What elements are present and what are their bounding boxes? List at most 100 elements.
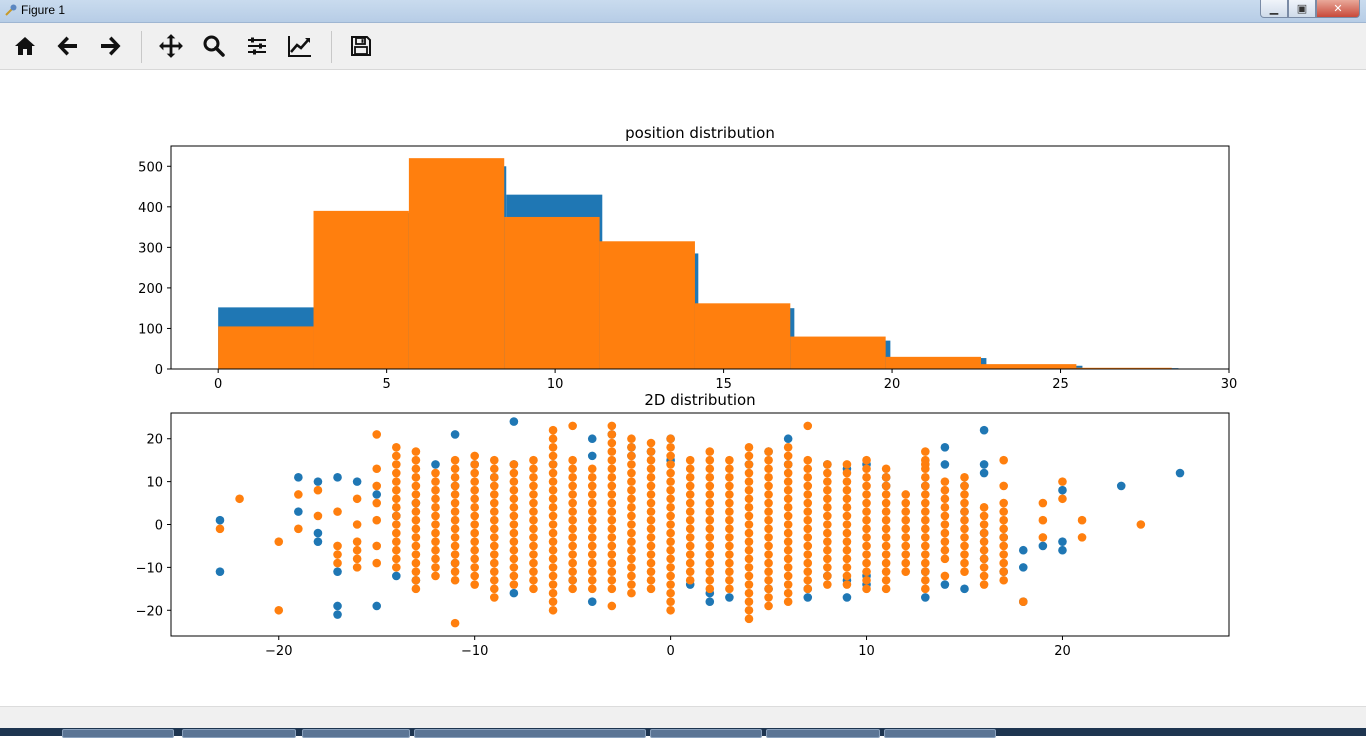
scatter-point xyxy=(862,473,871,482)
close-button[interactable]: ✕ xyxy=(1316,0,1360,18)
scatter-point xyxy=(744,485,754,495)
home-button[interactable] xyxy=(10,31,40,61)
scatter-point xyxy=(881,575,891,585)
scatter-point xyxy=(489,533,499,542)
scatter-point xyxy=(1018,597,1028,606)
scatter-point xyxy=(803,558,813,568)
scatter-point xyxy=(529,575,538,585)
scatter-point xyxy=(744,468,754,478)
scatter-point xyxy=(725,498,734,508)
scatter-point xyxy=(627,511,636,521)
scatter-point xyxy=(587,584,597,594)
scatter-point xyxy=(823,460,832,469)
scatter-point xyxy=(862,533,871,542)
configure-subplots-button[interactable] xyxy=(242,31,272,61)
maximize-button[interactable]: ▣ xyxy=(1288,0,1316,18)
scatter-point xyxy=(979,537,989,546)
scatter-point xyxy=(999,515,1008,525)
scatter-point xyxy=(823,563,832,572)
scatter-point xyxy=(705,447,715,456)
figure-canvas[interactable]: 0 5 10 15 20 25 30 0 100 200 300 400 500 position dis… xyxy=(0,70,1366,706)
scatter-point xyxy=(764,490,773,499)
scatter-point xyxy=(568,584,577,594)
scatter-point xyxy=(529,515,538,525)
forward-button[interactable] xyxy=(95,31,125,61)
scatter-point xyxy=(568,455,577,465)
scatter-point xyxy=(607,550,617,559)
window-title: Figure 1 xyxy=(21,3,66,17)
scatter-point xyxy=(529,533,538,542)
scatter-point xyxy=(842,571,852,581)
scatter-point xyxy=(587,558,597,568)
back-button[interactable] xyxy=(53,31,83,61)
scatter-point xyxy=(607,558,617,568)
scatter-point xyxy=(607,541,617,551)
x-tick-label: −10 xyxy=(461,644,488,659)
toolbar-separator xyxy=(141,31,142,63)
scatter-point xyxy=(803,524,813,534)
scatter-point xyxy=(823,477,832,486)
scatter-point xyxy=(392,537,401,546)
scatter-point xyxy=(999,567,1008,576)
scatter-point xyxy=(842,554,852,564)
scatter-point xyxy=(509,460,519,469)
scatter-point xyxy=(470,511,479,521)
taskbar-item[interactable] xyxy=(182,729,296,738)
scatter-point xyxy=(431,468,440,478)
scatter-point xyxy=(685,455,695,465)
taskbar-item[interactable] xyxy=(414,729,646,738)
scatter-point xyxy=(940,511,950,521)
scatter-point xyxy=(862,515,871,525)
y-tick-label: −20 xyxy=(136,604,163,619)
scatter-point xyxy=(1058,545,1067,555)
scatter-point xyxy=(450,567,460,576)
scatter-point xyxy=(783,554,793,564)
scatter-point xyxy=(744,605,754,615)
scatter-point xyxy=(529,498,538,508)
scatter-point xyxy=(509,537,519,546)
histogram-bar xyxy=(981,364,1077,369)
taskbar-item[interactable] xyxy=(766,729,880,738)
scatter-point xyxy=(627,588,636,598)
scatter-point xyxy=(627,545,636,555)
scatter-point xyxy=(470,485,479,495)
edit-axis-button[interactable] xyxy=(285,31,315,61)
scatter-point xyxy=(548,494,558,504)
scatter-point xyxy=(960,541,969,551)
x-tick-label: 15 xyxy=(715,377,732,392)
taskbar-item[interactable] xyxy=(650,729,762,738)
y-tick-label: −10 xyxy=(136,561,163,576)
taskbar-item[interactable] xyxy=(302,729,410,738)
scatter-point xyxy=(862,584,871,594)
scatter-point xyxy=(235,494,244,504)
scatter-point xyxy=(529,507,538,516)
scatter-point xyxy=(489,550,499,559)
taskbar-item[interactable] xyxy=(62,729,174,738)
minimize-button[interactable]: ▁ xyxy=(1260,0,1288,18)
magnifier-icon xyxy=(203,35,225,57)
scatter-point xyxy=(705,541,715,551)
scatter-point xyxy=(529,490,538,499)
scatter-point xyxy=(803,593,813,602)
zoom-button[interactable] xyxy=(199,31,229,61)
scatter-point xyxy=(587,567,597,576)
scatter-point xyxy=(705,455,715,465)
scatter-point xyxy=(548,477,558,486)
scatter-point xyxy=(587,597,597,606)
scatter-point xyxy=(607,533,617,542)
scatter-point xyxy=(372,515,382,525)
scatter-point xyxy=(921,533,930,542)
scatter-point xyxy=(1038,533,1048,542)
axes-frame xyxy=(170,145,1230,370)
save-button[interactable] xyxy=(346,31,376,61)
scatter-point xyxy=(666,571,675,581)
status-bar xyxy=(0,706,1366,729)
histogram-bar xyxy=(504,216,600,369)
scatter-point xyxy=(489,524,499,534)
scatter-point xyxy=(509,468,519,478)
scatter-point xyxy=(999,455,1008,465)
scatter-point xyxy=(979,571,989,581)
taskbar-item[interactable] xyxy=(884,729,996,738)
scatter-point xyxy=(646,481,656,491)
pan-button[interactable] xyxy=(156,31,186,61)
